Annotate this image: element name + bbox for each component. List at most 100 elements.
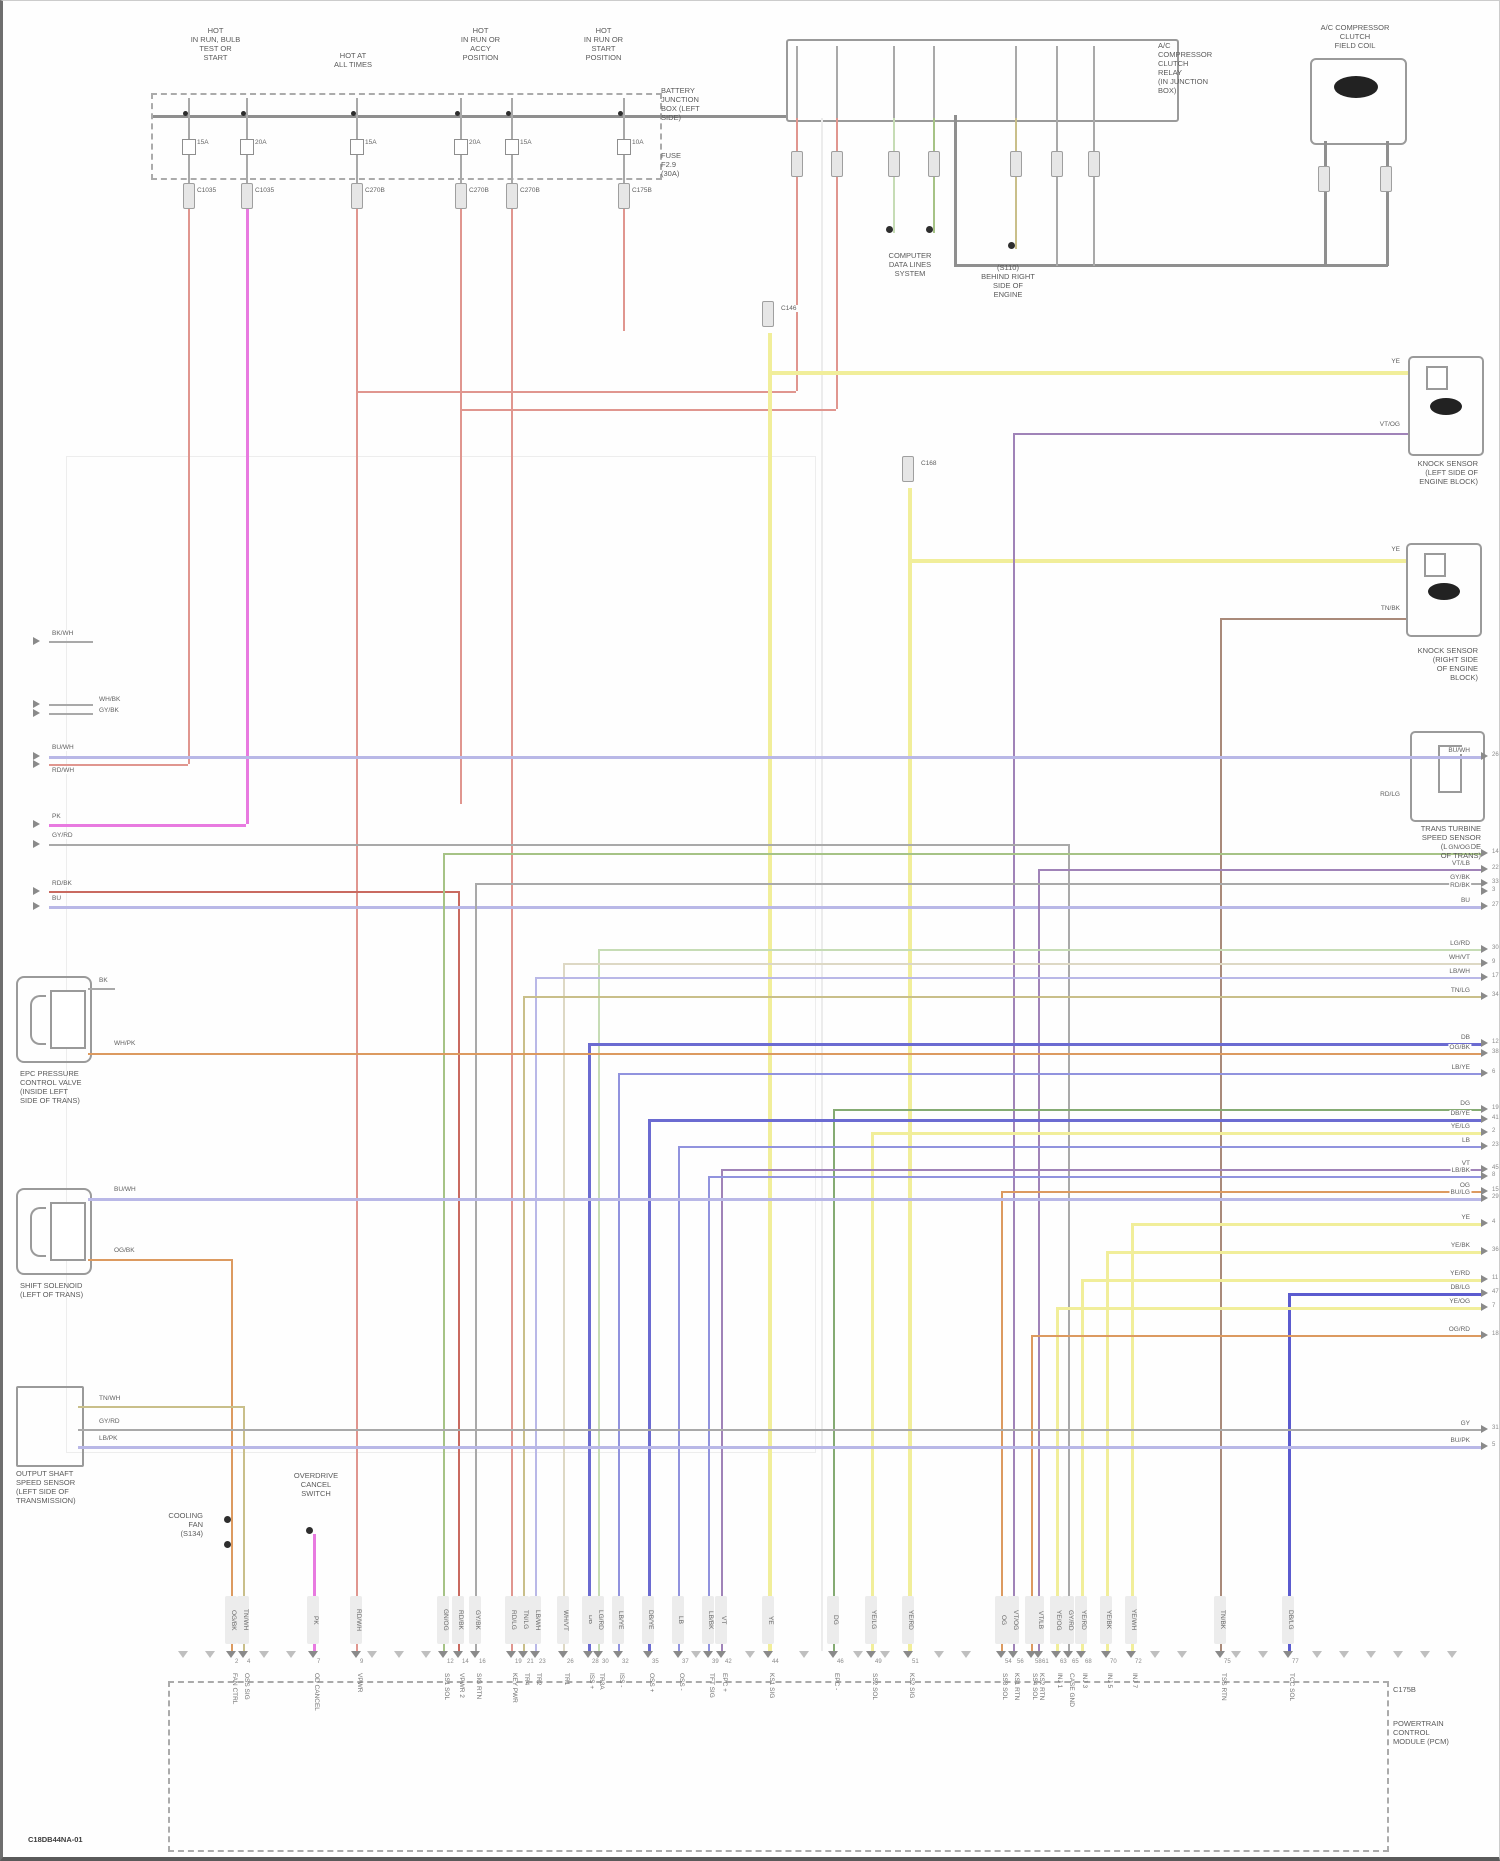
wire-segment [49,764,188,766]
bottom-pin-number: 68 [1085,1659,1092,1665]
bottom-pin-icon [691,1651,701,1658]
wire-segment [523,996,1481,998]
wire-segment [623,98,625,176]
bottom-pin-icon [583,1651,593,1658]
right-edge-pin-icon [1481,1303,1488,1311]
bottom-wire-code: DB/YE [642,1596,654,1644]
bottom-pin-icon [1339,1651,1349,1658]
right-edge-pin-icon [1481,1142,1488,1150]
bottom-pin-icon [421,1651,431,1658]
wire-segment [908,559,1406,563]
bottom-wire-code: YE/LG [865,1596,877,1644]
bottom-pin-icon [1051,1651,1061,1658]
bottom-pin-icon [828,1651,838,1658]
output-shaft-speed-sensor [16,1386,84,1467]
right-pin-number: 7 [1492,1303,1496,1309]
fuse-amp-label: 15A [520,139,532,146]
inline-connector-icon [351,183,363,209]
bottom-pin-icon [1126,1651,1136,1658]
cooling-fan-label: COOLING FAN (S134) [168,1511,203,1538]
right-pin-number: 36 [1492,1247,1499,1253]
wire-segment [768,333,772,1653]
bottom-wire-code: YE/WH [1125,1596,1137,1644]
bottom-pin-icon [558,1651,568,1658]
junction-box-label: BATTERY JUNCTION BOX (LEFT SIDE) [661,86,700,122]
bottom-pin-number: 12 [447,1659,454,1665]
right-wire-code: YE/RD [1449,1270,1471,1277]
wire-segment [678,1146,1481,1148]
wire-segment [1056,1307,1059,1653]
right-wire-code: GN/OG [1447,844,1471,851]
junction-box [786,39,1179,122]
bottom-wire-code: VT/OG [1007,1596,1019,1644]
bottom-pin-icon [1008,1651,1018,1658]
junction-dot [886,226,893,233]
inline-connector-icon [928,151,940,177]
left-edge-pin-icon [33,840,40,848]
bottom-wire-code: OG/BK [225,1596,237,1644]
wire-code: C168 [920,460,938,467]
right-pin-number: 19 [1492,1105,1499,1111]
fuse-amp-label: 20A [469,139,481,146]
wire-segment [1001,1191,1003,1653]
bottom-wire-code: YE/OG [1050,1596,1062,1644]
bottom-wire-code: GY/BK [469,1596,481,1644]
inline-connector-icon [888,151,900,177]
junction-dot [351,111,356,116]
bottom-pin-icon [308,1651,318,1658]
bottom-pin-name: SS4 SOL [1031,1673,1038,1701]
wire-segment [1038,869,1481,871]
bottom-pin-icon [996,1651,1006,1658]
right-edge-pin-icon [1481,849,1488,857]
bottom-pin-number: 65 [1072,1659,1079,1665]
knock-sensor-2 [1406,543,1482,637]
right-pin-number: 47 [1492,1289,1499,1295]
right-wire-code: LB [1461,1137,1471,1144]
bottom-pin-name: INJ 3 [1081,1673,1088,1689]
bottom-pin-icon [178,1651,188,1658]
right-pin-number: 41 [1492,1115,1499,1121]
wire-segment [88,1259,231,1261]
bottom-pin-icon [1063,1651,1073,1658]
fuse-amp-label: 20A [255,139,267,146]
wire-segment [1056,46,1058,115]
inline-connector-icon [1088,151,1100,177]
bottom-pin-icon [745,1651,755,1658]
wire-segment [871,1132,1481,1135]
turbine-sensor-label: TRANS TURBINE SPEED SENSOR (LEFT SIDE OF… [1420,824,1481,860]
wire-segment [313,1534,316,1653]
junction-dot [926,226,933,233]
bottom-pin-number: 39 [712,1659,719,1665]
wire-code: BU [51,895,63,902]
bottom-pin-name: TCC SOL [1288,1673,1295,1702]
right-pin-number: 31 [1492,1425,1499,1431]
bottom-pin-icon [259,1651,269,1658]
bottom-pin-name: TR3A [598,1673,605,1690]
bottom-pin-name: KS2 SIG [908,1673,915,1699]
bottom-pin-icon [530,1651,540,1658]
bottom-pin-icon [1447,1651,1457,1658]
right-pin-number: 11 [1492,1275,1499,1281]
bottom-pin-name: TSS RTN [1220,1673,1227,1701]
wire-code: PK [51,813,62,820]
solenoid-body [50,1202,86,1261]
wire-segment [231,1259,233,1653]
right-wire-code: TN/LG [1449,987,1471,994]
bottom-wire-code: TN/BK [1214,1596,1226,1644]
wire-code: RD/BK [51,880,73,887]
connector-code: C1035 [254,187,276,194]
right-pin-number: 18 [1492,1331,1499,1337]
solenoid-coil-icon [30,1207,46,1257]
right-edge-pin-icon [1481,1442,1488,1450]
wire-code: BU/WH [51,744,75,751]
bottom-pin-name: OSS - [678,1673,685,1691]
wire-segment [1015,46,1017,118]
fuse-icon [240,139,254,155]
right-pin-number: 38 [1492,1049,1499,1055]
bottom-pin-number: 35 [652,1659,659,1665]
bottom-wire-code: DB [582,1596,594,1644]
wire-code: WH/PK [113,1040,137,1047]
junction-dot [183,111,188,116]
junction-dot [1008,242,1015,249]
bottom-pin-icon [1420,1651,1430,1658]
